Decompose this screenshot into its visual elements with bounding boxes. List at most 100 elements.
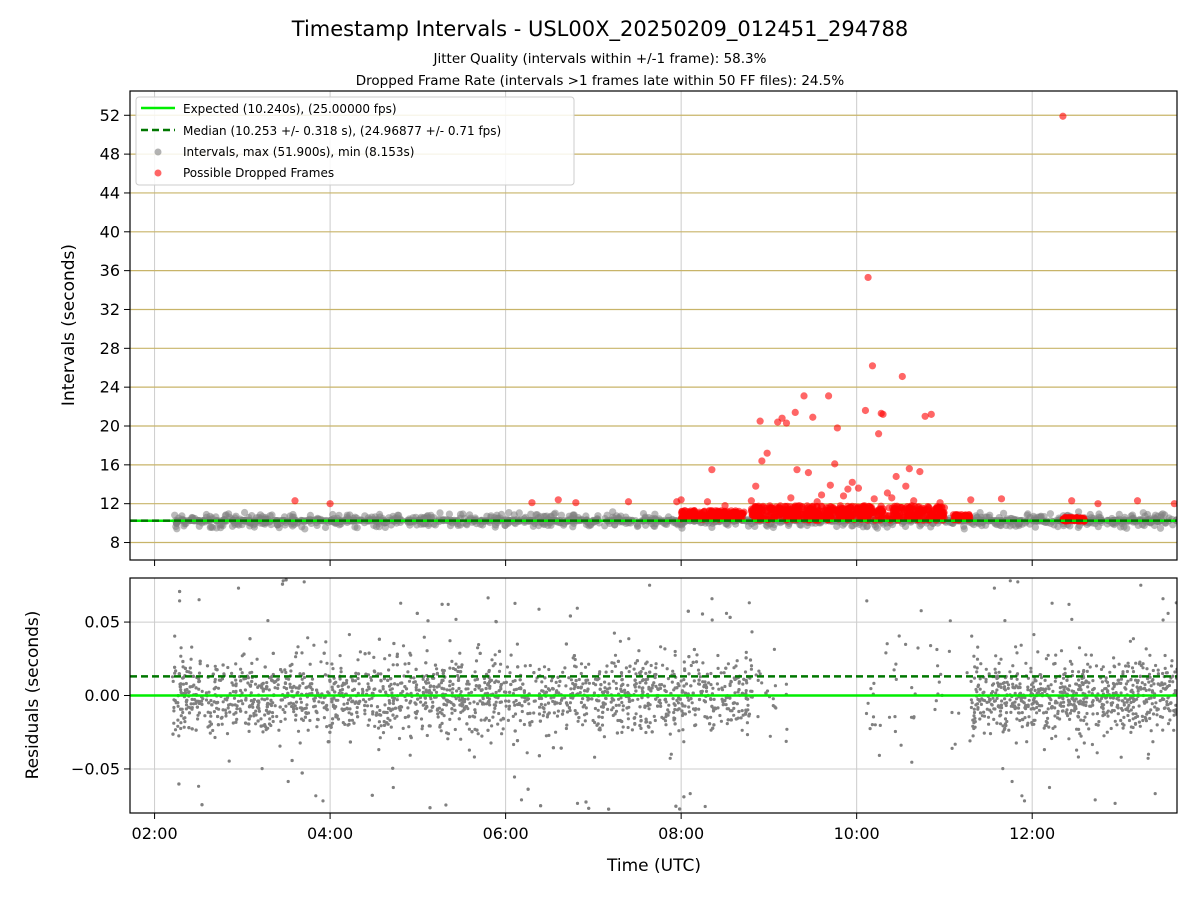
residual-point <box>537 754 542 758</box>
residual-point <box>682 740 686 744</box>
residual-point <box>639 718 643 723</box>
residual-point <box>204 691 208 695</box>
residual-point <box>692 679 696 683</box>
residual-point <box>460 663 464 667</box>
residual-point <box>621 704 625 708</box>
residual-point <box>654 684 658 689</box>
residual-point <box>597 677 601 681</box>
interval-point <box>978 522 986 530</box>
residual-point <box>332 682 336 686</box>
residual-point <box>689 697 693 701</box>
residual-point <box>487 699 491 704</box>
residual-point <box>316 691 320 695</box>
residual-point <box>557 691 561 695</box>
residual-point <box>301 718 305 723</box>
residual-point <box>979 702 984 707</box>
dropped-frame-point <box>927 410 935 418</box>
residual-point <box>504 699 508 703</box>
residual-point <box>784 739 788 744</box>
residual-point <box>257 709 261 713</box>
residual-point <box>372 669 376 673</box>
residual-point <box>630 728 635 732</box>
residual-point <box>390 691 394 695</box>
residual-point <box>592 691 597 695</box>
residual-point <box>241 702 245 706</box>
interval-point <box>678 524 686 532</box>
residual-point <box>183 688 187 692</box>
interval-point <box>424 521 433 530</box>
residual-point <box>696 668 701 672</box>
residual-point <box>208 720 212 724</box>
residual-point <box>663 697 668 701</box>
residual-point <box>267 722 272 726</box>
residual-point <box>703 700 708 704</box>
dropped-frame-point <box>927 511 935 519</box>
intervals-y-tick-label: 52 <box>100 106 120 125</box>
residual-point <box>680 709 684 713</box>
residual-point <box>527 702 531 706</box>
residual-point <box>178 599 182 603</box>
residual-point <box>204 698 209 702</box>
residual-point <box>191 674 195 679</box>
residual-point <box>595 698 599 702</box>
residual-point <box>649 689 653 693</box>
residual-point <box>370 691 374 696</box>
residual-point <box>558 679 562 684</box>
residual-point <box>342 702 346 706</box>
residual-point <box>772 647 777 652</box>
dropped-frame-point <box>721 502 729 510</box>
residual-point <box>177 672 181 676</box>
residual-point <box>626 717 631 721</box>
residual-point <box>395 652 399 656</box>
residual-point <box>613 653 618 657</box>
residual-point <box>620 677 624 682</box>
residual-point <box>698 675 703 679</box>
residual-point <box>573 657 577 662</box>
residual-point <box>440 721 444 726</box>
residual-point <box>395 663 399 667</box>
residual-point <box>561 709 565 713</box>
residual-point <box>613 712 617 716</box>
residual-point <box>664 689 668 694</box>
residual-point <box>870 723 875 727</box>
residual-point <box>472 700 476 704</box>
interval-point <box>241 508 249 517</box>
residual-point <box>408 753 412 757</box>
residual-point <box>389 725 393 729</box>
residual-point <box>383 657 387 661</box>
residual-point <box>750 630 754 634</box>
residual-point <box>582 703 587 707</box>
residual-point <box>551 699 555 704</box>
dropped-frame-point <box>756 417 764 425</box>
residual-point <box>537 607 541 611</box>
residual-point <box>455 689 459 693</box>
residual-point <box>254 709 258 713</box>
residual-point <box>430 705 434 709</box>
residual-point <box>248 714 252 718</box>
dropped-frame-point <box>883 489 891 497</box>
residual-point <box>392 641 396 646</box>
residual-point <box>583 719 587 723</box>
residual-point <box>190 645 194 649</box>
residual-point <box>219 678 223 682</box>
dropped-frame-point <box>528 499 536 507</box>
residual-point <box>491 715 495 719</box>
residual-point <box>448 666 452 670</box>
residual-point <box>395 698 399 702</box>
residual-point <box>377 637 381 641</box>
residual-point <box>649 663 653 668</box>
residual-point <box>590 697 594 701</box>
intervals-y-tick-label: 12 <box>100 494 120 513</box>
residual-point <box>487 718 491 723</box>
dropped-frame-point <box>848 478 856 486</box>
residual-point <box>352 721 356 725</box>
dropped-frame-point <box>709 510 717 518</box>
dropped-frame-point <box>878 509 886 517</box>
interval-point <box>436 509 444 517</box>
residual-point <box>290 704 294 709</box>
residual-point <box>239 699 243 703</box>
residual-point <box>621 708 625 712</box>
residual-point <box>672 718 676 722</box>
dropped-frame-point <box>868 362 877 370</box>
residual-point <box>673 649 677 654</box>
